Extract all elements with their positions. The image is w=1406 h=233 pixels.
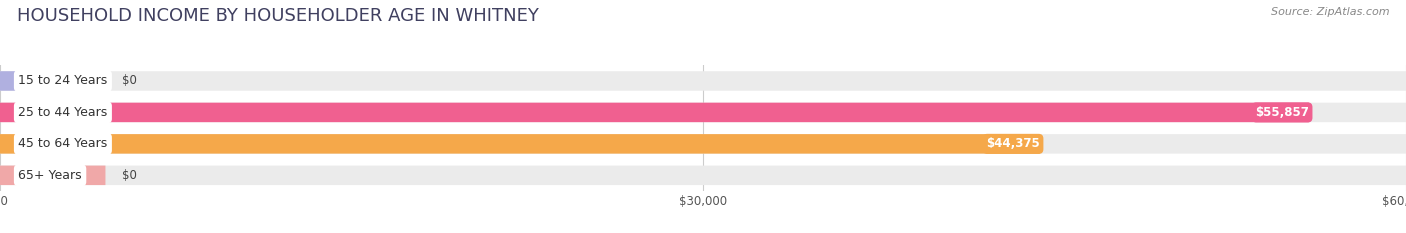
Text: Source: ZipAtlas.com: Source: ZipAtlas.com [1271,7,1389,17]
Text: $0: $0 [122,75,138,87]
FancyBboxPatch shape [0,71,105,91]
FancyBboxPatch shape [0,134,1040,154]
Text: 45 to 64 Years: 45 to 64 Years [18,137,107,150]
Text: HOUSEHOLD INCOME BY HOUSEHOLDER AGE IN WHITNEY: HOUSEHOLD INCOME BY HOUSEHOLDER AGE IN W… [17,7,538,25]
FancyBboxPatch shape [0,166,1406,185]
Text: $0: $0 [122,169,138,182]
Text: $44,375: $44,375 [986,137,1040,150]
FancyBboxPatch shape [0,103,1406,122]
FancyBboxPatch shape [0,103,1309,122]
Text: $55,857: $55,857 [1256,106,1309,119]
Text: 25 to 44 Years: 25 to 44 Years [18,106,107,119]
FancyBboxPatch shape [0,166,105,185]
FancyBboxPatch shape [0,71,1406,91]
FancyBboxPatch shape [0,134,1406,154]
Text: 15 to 24 Years: 15 to 24 Years [18,75,107,87]
Text: 65+ Years: 65+ Years [18,169,82,182]
